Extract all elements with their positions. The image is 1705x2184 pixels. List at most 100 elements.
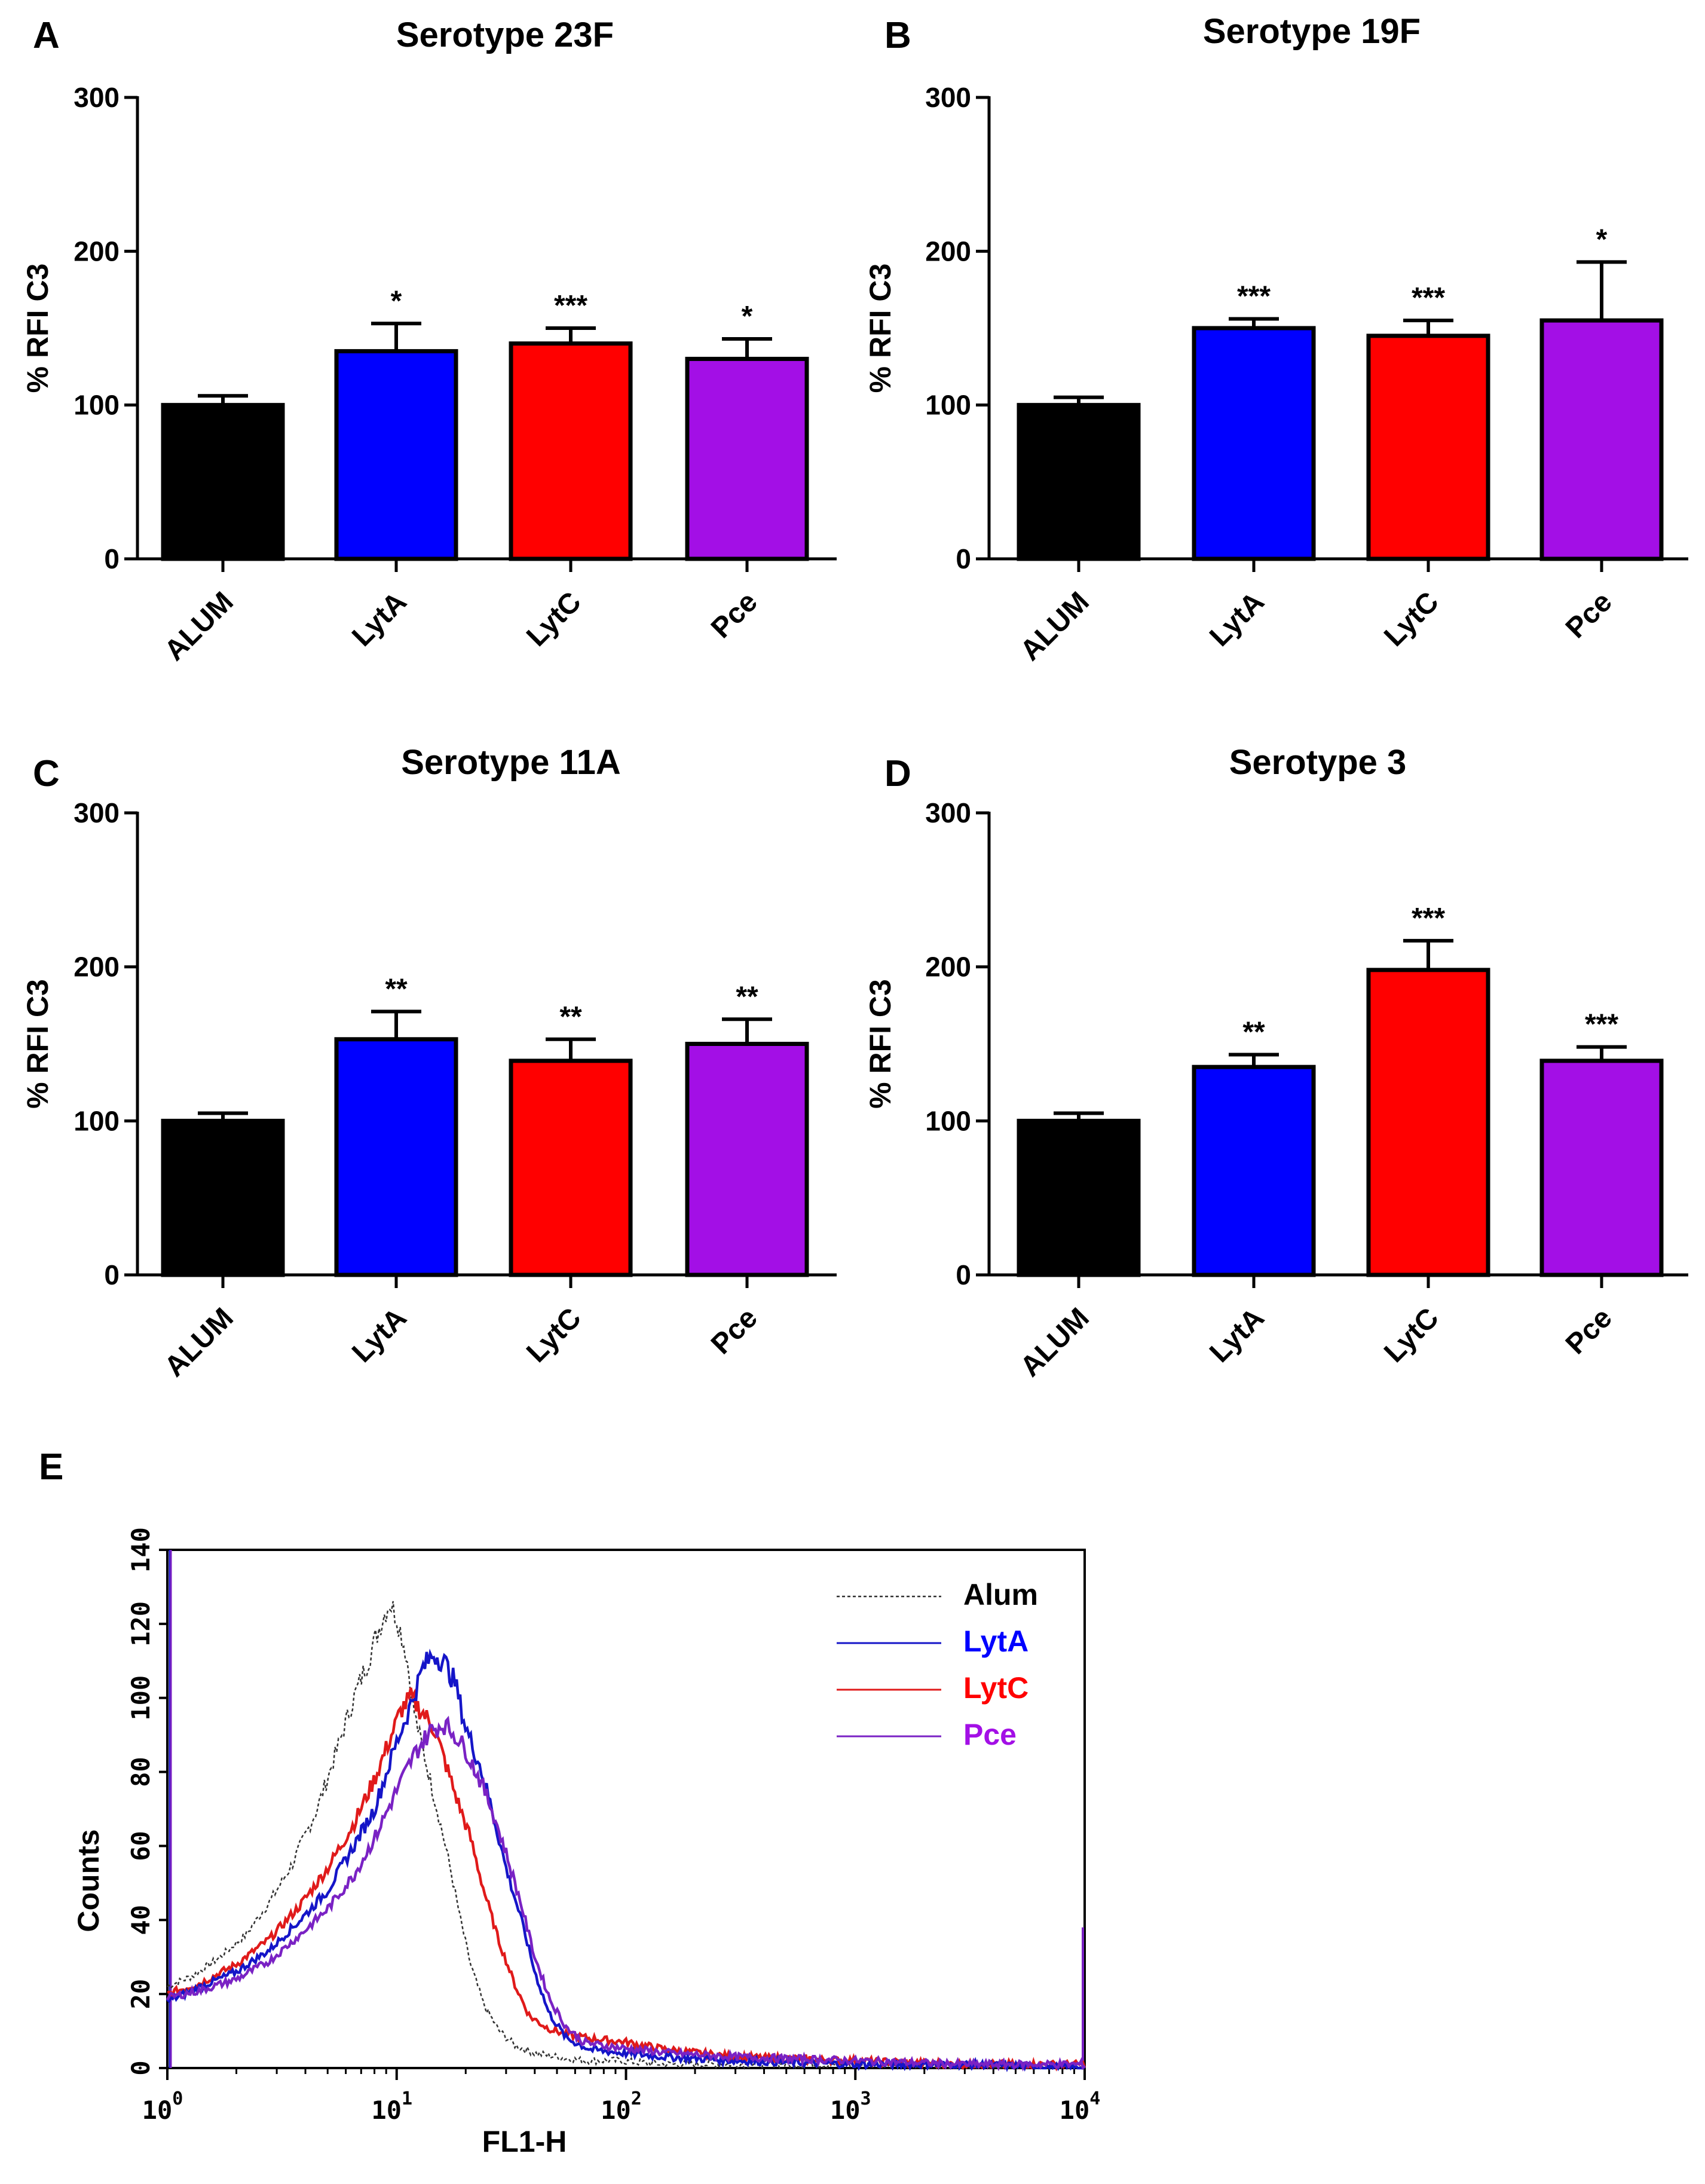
bar-lyta <box>334 349 458 561</box>
legend-label: LytC <box>963 1671 1028 1705</box>
x-tick-base: 10 <box>142 2096 173 2125</box>
series-line-lyta <box>166 1648 1086 2073</box>
bar-pce <box>1539 1059 1664 1277</box>
y-axis-label: Counts <box>72 1829 105 1932</box>
x-tick-label: ALUM <box>158 1302 240 1383</box>
significance-marker: *** <box>1412 282 1445 314</box>
significance-marker: ** <box>736 981 758 1013</box>
significance-marker: *** <box>554 290 587 322</box>
y-tick-label: 100 <box>74 1105 120 1136</box>
significance-marker: *** <box>1237 281 1271 313</box>
y-tick-label: 100 <box>925 390 971 421</box>
bar-lytc <box>509 1059 633 1277</box>
x-tick-label: 100 <box>142 2088 183 2125</box>
plot-frame <box>166 1549 1086 2069</box>
y-axis-label: % RFI C3 <box>864 979 897 1109</box>
x-tick-label: LytA <box>346 1302 413 1369</box>
series-line-lytc <box>167 1687 1086 2072</box>
y-tick-label: 300 <box>74 82 120 113</box>
significance-marker: * <box>391 285 402 317</box>
y-tick-label: 0 <box>104 1259 120 1290</box>
x-tick-base: 10 <box>601 2096 631 2125</box>
legend-label: LytA <box>963 1625 1028 1658</box>
y-tick-label: 100 <box>925 1105 971 1136</box>
x-tick-label: LytC <box>521 586 587 653</box>
x-tick-label: 103 <box>830 2088 871 2125</box>
series-line-pce <box>166 1715 1086 2072</box>
chart-title: Serotype 11A <box>401 743 621 782</box>
y-tick-label: 100 <box>126 1675 155 1721</box>
bar-pce <box>1539 318 1664 561</box>
panel-b-bar-chart: B Serotype 19F % RFI C3 0 100 200 300 ALUM *** Ly… <box>864 12 1688 667</box>
bar-lytc <box>1366 334 1490 561</box>
panel-a-bar-chart: A Serotype 23F % RFI C3 0 100 200 300 ALUM * LytA… <box>21 15 837 667</box>
x-tick-label: ALUM <box>158 586 240 667</box>
x-tick-label: ALUM <box>1014 586 1095 667</box>
bar-lyta <box>334 1037 458 1277</box>
y-tick-label: 140 <box>126 1527 155 1573</box>
bar-lytc <box>509 341 633 561</box>
bar-alum <box>161 403 285 561</box>
y-tick-label: 80 <box>126 1757 155 1787</box>
x-tick-label: LytC <box>1378 586 1445 653</box>
x-tick-label: LytC <box>521 1302 587 1369</box>
y-tick-label: 120 <box>126 1601 155 1647</box>
legend-label: Pce <box>963 1718 1017 1751</box>
chart-title: Serotype 3 <box>1229 743 1407 782</box>
panel-letter: A <box>33 15 60 56</box>
y-axis-label: % RFI C3 <box>21 979 54 1109</box>
y-tick-label: 20 <box>126 1979 155 2009</box>
panel-d-bar-chart: D Serotype 3 % RFI C3 0 100 200 300 ALUM ** LytA *… <box>864 743 1688 1383</box>
x-tick-label: LytA <box>346 586 413 653</box>
y-tick-label: 0 <box>126 2060 155 2075</box>
y-tick-label: 0 <box>956 543 971 574</box>
y-axis-label: % RFI C3 <box>21 264 54 393</box>
x-tick-label: LytC <box>1378 1302 1445 1369</box>
y-tick-label: 100 <box>74 390 120 421</box>
x-tick-exponent: 1 <box>402 2088 412 2109</box>
x-tick-exponent: 0 <box>172 2088 183 2109</box>
y-tick-label: 300 <box>74 797 120 828</box>
significance-marker: * <box>1596 224 1608 255</box>
y-tick-label: 0 <box>956 1259 971 1290</box>
x-tick-exponent: 2 <box>631 2088 642 2109</box>
x-tick-label: LytA <box>1204 1302 1271 1369</box>
significance-marker: ** <box>559 1001 582 1033</box>
bar-alum <box>1017 403 1141 561</box>
panel-letter: B <box>884 15 911 56</box>
x-tick-label: LytA <box>1204 586 1271 653</box>
panel-letter: C <box>33 753 60 794</box>
x-tick-label: 102 <box>601 2088 642 2125</box>
bar-alum <box>161 1118 285 1277</box>
y-axis-label: % RFI C3 <box>864 264 897 393</box>
y-tick-label: 0 <box>104 543 120 574</box>
y-tick-label: 60 <box>126 1831 155 1861</box>
x-axis-label: FL1-H <box>482 2125 567 2158</box>
significance-marker: *** <box>1585 1009 1618 1041</box>
significance-marker: *** <box>1412 903 1445 934</box>
x-tick-exponent: 4 <box>1089 2088 1100 2109</box>
y-tick-label: 200 <box>925 235 971 267</box>
x-tick-base: 10 <box>1060 2096 1090 2125</box>
x-tick-label: Pce <box>1560 586 1618 644</box>
bar-lyta <box>1192 1065 1316 1277</box>
y-tick-label: 200 <box>925 952 971 983</box>
panel-letter: D <box>884 753 911 794</box>
series-line-alum <box>167 1601 1085 2070</box>
panel-letter: E <box>39 1446 63 1488</box>
y-tick-label: 300 <box>925 797 971 828</box>
chart-title: Serotype 23F <box>396 16 614 54</box>
y-tick-label: 200 <box>74 952 120 983</box>
x-tick-label: ALUM <box>1014 1302 1095 1383</box>
x-tick-label: 104 <box>1060 2088 1101 2125</box>
x-tick-base: 10 <box>830 2096 861 2125</box>
significance-marker: ** <box>385 973 408 1005</box>
x-tick-label: Pce <box>705 586 764 644</box>
x-tick-label: Pce <box>1560 1302 1618 1360</box>
legend-label: Alum <box>963 1578 1038 1611</box>
x-tick-exponent: 3 <box>861 2088 871 2109</box>
bar-lyta <box>1192 326 1316 561</box>
x-tick-label: Pce <box>705 1302 764 1360</box>
